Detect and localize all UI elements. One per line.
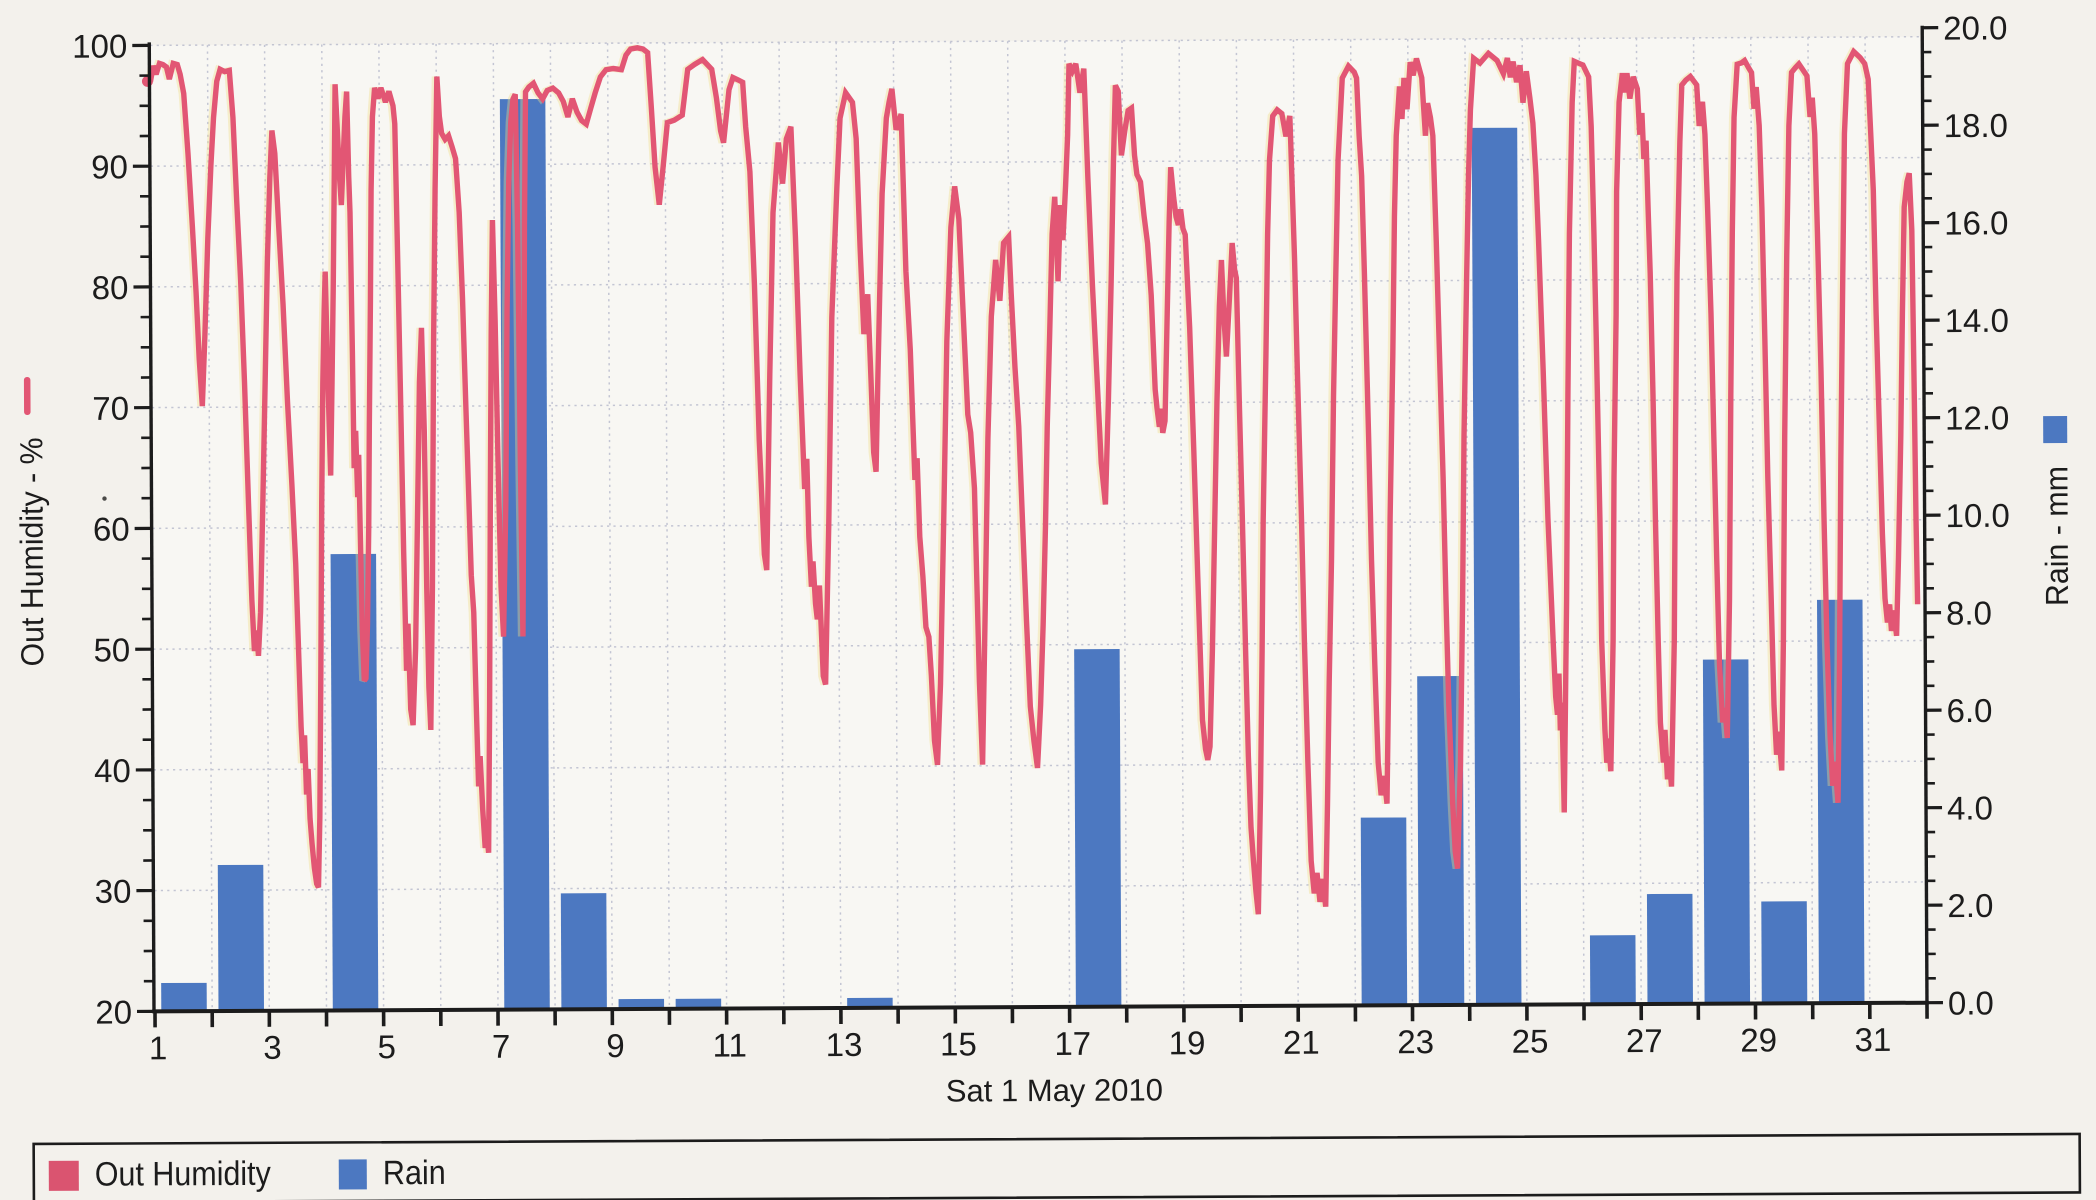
svg-text:12.0: 12.0 <box>1945 399 2009 436</box>
svg-text:50: 50 <box>93 631 130 668</box>
svg-text:20.0: 20.0 <box>1943 9 2007 46</box>
svg-text:7: 7 <box>492 1028 511 1065</box>
svg-text:70: 70 <box>92 390 129 427</box>
svg-text:3: 3 <box>263 1029 282 1066</box>
svg-text:30: 30 <box>95 873 132 910</box>
svg-text:21: 21 <box>1283 1024 1320 1061</box>
svg-text:Rain: Rain <box>383 1154 446 1192</box>
svg-text:5: 5 <box>378 1028 397 1065</box>
svg-text:11: 11 <box>713 1026 747 1063</box>
svg-text:Sat 1 May 2010: Sat 1 May 2010 <box>946 1072 1163 1108</box>
svg-text:29: 29 <box>1740 1021 1777 1058</box>
svg-text:2.0: 2.0 <box>1947 887 1993 924</box>
svg-text:10.0: 10.0 <box>1946 497 2010 534</box>
svg-text:80: 80 <box>92 269 129 306</box>
svg-text:20: 20 <box>95 993 132 1030</box>
svg-text:23: 23 <box>1397 1023 1434 1060</box>
svg-text:16.0: 16.0 <box>1944 204 2008 241</box>
svg-text:8.0: 8.0 <box>1946 594 1992 631</box>
svg-text:25: 25 <box>1512 1023 1549 1060</box>
svg-text:40: 40 <box>94 752 131 789</box>
svg-text:6.0: 6.0 <box>1946 692 1992 729</box>
svg-text:Rain - mm: Rain - mm <box>2038 466 2075 606</box>
svg-text:60: 60 <box>93 510 130 547</box>
svg-text:27: 27 <box>1626 1022 1663 1059</box>
svg-text:Out Humidity - %: Out Humidity - % <box>13 437 50 666</box>
svg-text:15: 15 <box>940 1025 977 1062</box>
svg-text:4.0: 4.0 <box>1947 789 1993 826</box>
svg-text:19: 19 <box>1169 1024 1206 1061</box>
svg-text:100: 100 <box>72 27 127 64</box>
svg-text:18.0: 18.0 <box>1944 107 2008 144</box>
svg-text:14.0: 14.0 <box>1945 302 2009 339</box>
svg-text:31: 31 <box>1855 1021 1892 1058</box>
svg-text:Out Humidity: Out Humidity <box>95 1155 271 1194</box>
svg-text:1: 1 <box>149 1029 168 1066</box>
svg-text:90: 90 <box>91 148 128 185</box>
svg-text:0.0: 0.0 <box>1948 984 1994 1021</box>
svg-text:13: 13 <box>826 1026 863 1063</box>
svg-text:9: 9 <box>606 1027 625 1064</box>
svg-text:17: 17 <box>1054 1025 1091 1062</box>
